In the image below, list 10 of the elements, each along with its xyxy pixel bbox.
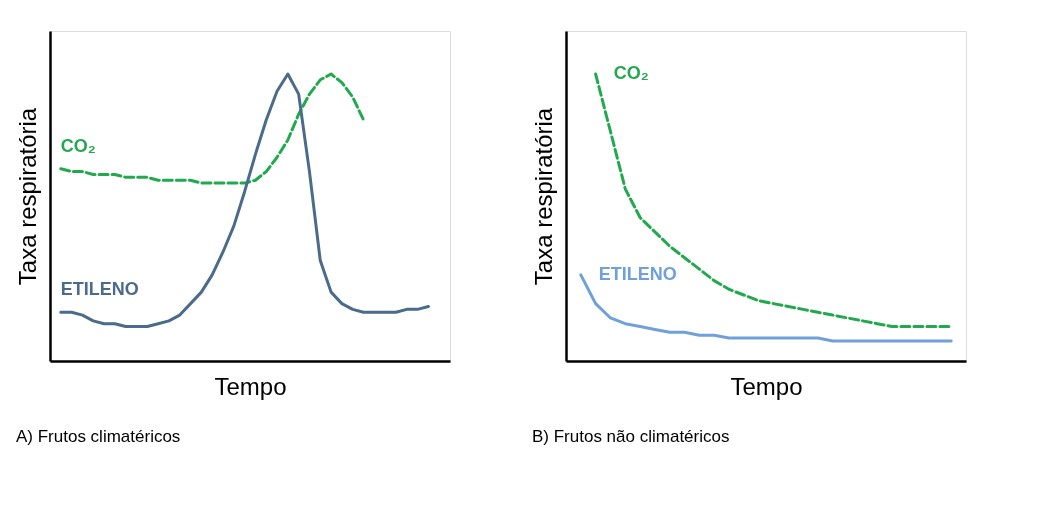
x-axis-title: Tempo <box>730 372 803 400</box>
series-label: CO₂ <box>613 63 649 84</box>
text: B) Frutos não climatéricos <box>532 427 730 446</box>
series-label: ETILENO <box>60 279 139 300</box>
text: A) Frutos climatéricos <box>16 427 181 446</box>
series-label: ETILENO <box>598 263 677 284</box>
x-axis-title: Tempo <box>214 372 287 400</box>
y-axis-title: Taxa respiratória <box>529 107 557 286</box>
y-axis-title: Taxa respiratória <box>13 107 41 286</box>
series-label: CO₂ <box>60 135 96 156</box>
